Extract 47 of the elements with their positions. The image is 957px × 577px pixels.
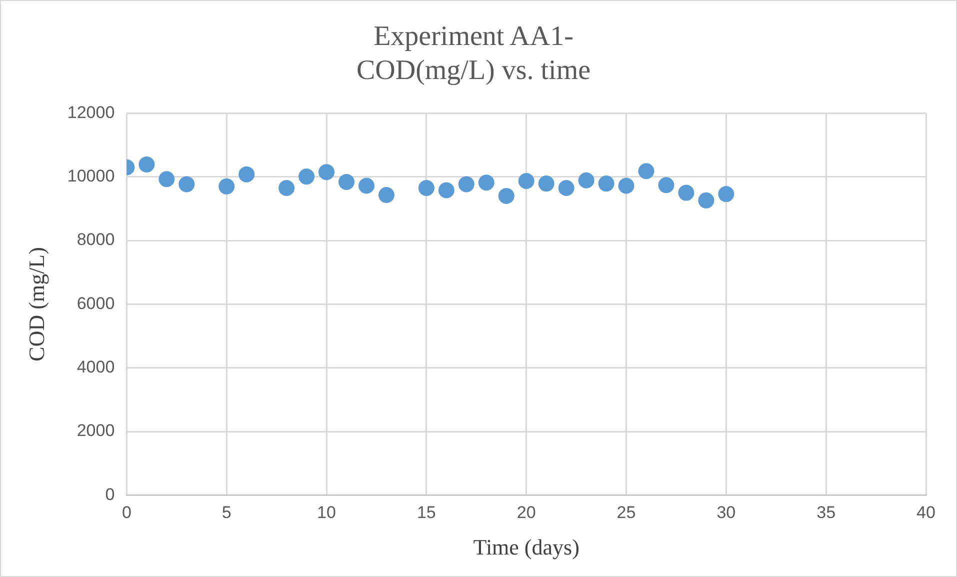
x-tick-label: 30: [716, 503, 736, 522]
point: [138, 156, 155, 172]
point: [578, 172, 594, 188]
point: [378, 187, 394, 204]
x-tick-label: 0: [122, 503, 132, 522]
point: [278, 180, 295, 196]
point: [558, 180, 574, 196]
point: [178, 176, 195, 192]
point: [458, 176, 474, 192]
point: [678, 184, 694, 201]
point: [478, 174, 494, 191]
point: [318, 164, 335, 180]
point: [418, 180, 434, 196]
point: [618, 178, 634, 194]
point: [338, 174, 354, 190]
point: [598, 176, 614, 192]
y-tick-label: 4000: [76, 358, 115, 377]
x-tick-label: 25: [616, 503, 636, 522]
y-tick-label: 10000: [67, 166, 115, 186]
y-tick-label: 8000: [76, 230, 115, 250]
point: [238, 166, 255, 182]
x-tick-label: 35: [816, 503, 836, 522]
y-tick-label: 12000: [67, 102, 115, 122]
x-tick-label: 10: [317, 503, 336, 522]
point: [638, 163, 654, 180]
x-tick-label: 40: [916, 503, 936, 522]
x-axis-title: Time (days): [473, 534, 580, 560]
y-tick-label: 2000: [76, 421, 115, 440]
point: [718, 186, 734, 202]
point: [658, 177, 674, 194]
text: COD(mg/L) vs. time: [356, 54, 591, 86]
point: [358, 178, 374, 194]
point: [218, 178, 235, 194]
x-tick-label: 5: [222, 503, 232, 522]
x-tick-label: 20: [516, 503, 536, 522]
point: [498, 188, 514, 204]
point: [698, 192, 714, 208]
text: Experiment AA1-: [374, 21, 574, 52]
y-tick-label: 6000: [76, 294, 115, 313]
point: [438, 182, 454, 198]
y-tick-label: 0: [105, 484, 115, 504]
point: [518, 173, 534, 190]
y-axis-title: COD (mg/L): [24, 247, 49, 362]
point: [298, 168, 315, 185]
x-tick-label: 15: [416, 503, 436, 522]
point: [158, 171, 175, 188]
point: [538, 176, 554, 192]
